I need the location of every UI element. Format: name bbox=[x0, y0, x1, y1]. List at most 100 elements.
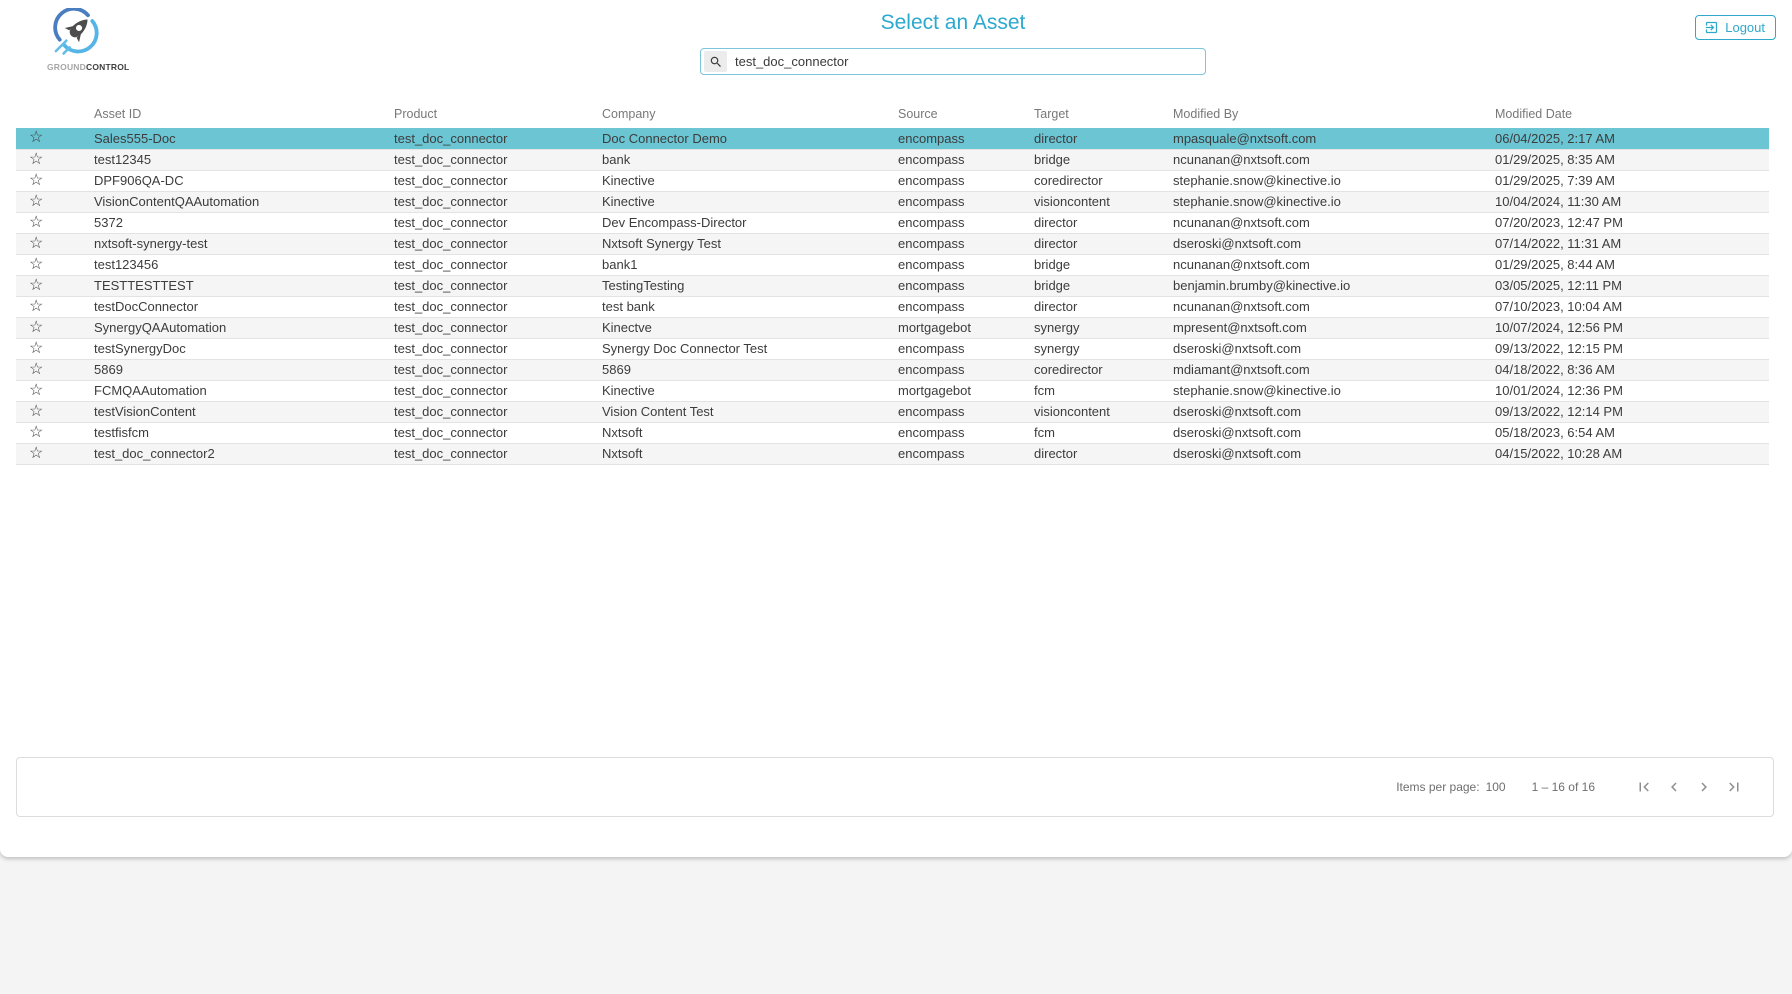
table-row[interactable]: ☆ DPF906QA-DC test_doc_connector Kinecti… bbox=[16, 170, 1769, 192]
cell-source: encompass bbox=[898, 191, 1034, 213]
column-header-product[interactable]: Product bbox=[394, 107, 438, 121]
logout-button[interactable]: Logout bbox=[1695, 15, 1776, 40]
cell-product: test_doc_connector bbox=[394, 212, 602, 234]
table-row[interactable]: ☆ VisionContentQAAutomation test_doc_con… bbox=[16, 191, 1769, 213]
cell-modified-by: ncunanan@nxtsoft.com bbox=[1173, 149, 1495, 171]
table-row[interactable]: ☆ test12345 test_doc_connector bank enco… bbox=[16, 149, 1769, 171]
cell-asset-id: test_doc_connector2 bbox=[94, 443, 394, 465]
cell-modified-date: 09/13/2022, 12:14 PM bbox=[1495, 401, 1769, 423]
star-icon[interactable]: ☆ bbox=[29, 297, 44, 315]
cell-target: coredirector bbox=[1034, 170, 1173, 192]
table-row[interactable]: ☆ testSynergyDoc test_doc_connector Syne… bbox=[16, 338, 1769, 360]
table-row[interactable]: ☆ testDocConnector test_doc_connector te… bbox=[16, 296, 1769, 318]
column-header-asset-id[interactable]: Asset ID bbox=[94, 107, 142, 121]
cell-product: test_doc_connector bbox=[394, 254, 602, 276]
table-row[interactable]: ☆ SynergyQAAutomation test_doc_connector… bbox=[16, 317, 1769, 339]
page-title: Select an Asset bbox=[880, 11, 1026, 34]
star-icon[interactable]: ☆ bbox=[29, 255, 44, 273]
main-card: GROUNDCONTROL Select an Asset Logout Ass… bbox=[0, 0, 1792, 857]
cell-target: synergy bbox=[1034, 317, 1173, 339]
cell-company: Synergy Doc Connector Test bbox=[602, 338, 898, 360]
table-row[interactable]: ☆ test_doc_connector2 test_doc_connector… bbox=[16, 443, 1769, 465]
table-row[interactable]: ☆ 5372 test_doc_connector Dev Encompass-… bbox=[16, 212, 1769, 234]
cell-asset-id: VisionContentQAAutomation bbox=[94, 191, 394, 213]
star-icon[interactable]: ☆ bbox=[29, 360, 44, 378]
cell-source: encompass bbox=[898, 296, 1034, 318]
table-row[interactable]: ☆ nxtsoft-synergy-test test_doc_connecto… bbox=[16, 233, 1769, 255]
cell-modified-date: 07/14/2022, 11:31 AM bbox=[1495, 233, 1769, 255]
cell-company: test bank bbox=[602, 296, 898, 318]
cell-modified-date: 01/29/2025, 7:39 AM bbox=[1495, 170, 1769, 192]
star-icon[interactable]: ☆ bbox=[29, 423, 44, 441]
cell-product: test_doc_connector bbox=[394, 233, 602, 255]
table-row[interactable]: ☆ 5869 test_doc_connector 5869 encompass… bbox=[16, 359, 1769, 381]
paginator: Items per page: 100 1 – 16 of 16 bbox=[16, 756, 1774, 817]
items-per-page-select[interactable]: 100 bbox=[1485, 779, 1506, 794]
table-row[interactable]: ☆ testfisfcm test_doc_connector Nxtsoft … bbox=[16, 422, 1769, 444]
column-header-company[interactable]: Company bbox=[602, 107, 656, 121]
column-header-source[interactable]: Source bbox=[898, 107, 938, 121]
cell-modified-by: ncunanan@nxtsoft.com bbox=[1173, 296, 1495, 318]
table-row[interactable]: ☆ Sales555-Doc test_doc_connector Doc Co… bbox=[16, 128, 1769, 150]
star-icon[interactable]: ☆ bbox=[29, 234, 44, 252]
logo-wordmark: GROUNDCONTROL bbox=[47, 62, 130, 72]
cell-target: bridge bbox=[1034, 149, 1173, 171]
star-icon[interactable]: ☆ bbox=[29, 402, 44, 420]
cell-product: test_doc_connector bbox=[394, 338, 602, 360]
cell-asset-id: 5869 bbox=[94, 359, 394, 381]
first-page-button[interactable] bbox=[1629, 772, 1659, 802]
table-row[interactable]: ☆ test123456 test_doc_connector bank1 en… bbox=[16, 254, 1769, 276]
asset-search bbox=[700, 48, 1206, 75]
cell-modified-by: ncunanan@nxtsoft.com bbox=[1173, 212, 1495, 234]
star-icon[interactable]: ☆ bbox=[29, 213, 44, 231]
page-range-label: 1 – 16 of 16 bbox=[1531, 779, 1595, 794]
table-row[interactable]: ☆ testVisionContent test_doc_connector V… bbox=[16, 401, 1769, 423]
star-icon[interactable]: ☆ bbox=[29, 318, 44, 336]
last-page-button[interactable] bbox=[1719, 772, 1749, 802]
star-icon[interactable]: ☆ bbox=[29, 192, 44, 210]
next-page-button[interactable] bbox=[1689, 772, 1719, 802]
cell-source: mortgagebot bbox=[898, 317, 1034, 339]
column-header-modified-date[interactable]: Modified Date bbox=[1495, 107, 1573, 121]
cell-company: Kinective bbox=[602, 191, 898, 213]
star-icon[interactable]: ☆ bbox=[29, 339, 44, 357]
star-icon[interactable]: ☆ bbox=[29, 150, 44, 168]
cell-modified-by: dseroski@nxtsoft.com bbox=[1173, 401, 1495, 423]
previous-page-button[interactable] bbox=[1659, 772, 1689, 802]
star-icon[interactable]: ☆ bbox=[29, 444, 44, 462]
table-row[interactable]: ☆ TESTTESTTEST test_doc_connector Testin… bbox=[16, 275, 1769, 297]
cell-modified-date: 10/04/2024, 11:30 AM bbox=[1495, 191, 1769, 213]
column-header-target[interactable]: Target bbox=[1034, 107, 1069, 121]
cell-product: test_doc_connector bbox=[394, 191, 602, 213]
star-icon[interactable]: ☆ bbox=[29, 381, 44, 399]
search-icon[interactable] bbox=[704, 51, 727, 72]
star-icon[interactable]: ☆ bbox=[29, 129, 44, 147]
cell-asset-id: testVisionContent bbox=[94, 401, 394, 423]
cell-target: visioncontent bbox=[1034, 401, 1173, 423]
cell-modified-by: ncunanan@nxtsoft.com bbox=[1173, 254, 1495, 276]
cell-modified-by: dseroski@nxtsoft.com bbox=[1173, 443, 1495, 465]
cell-modified-by: stephanie.snow@kinective.io bbox=[1173, 191, 1495, 213]
cell-asset-id: test123456 bbox=[94, 254, 394, 276]
search-input[interactable] bbox=[727, 49, 1205, 74]
cell-source: encompass bbox=[898, 401, 1034, 423]
table-row[interactable]: ☆ FCMQAAutomation test_doc_connector Kin… bbox=[16, 380, 1769, 402]
header-center: Select an Asset bbox=[700, 0, 1206, 75]
star-icon[interactable]: ☆ bbox=[29, 276, 44, 294]
cell-source: encompass bbox=[898, 170, 1034, 192]
cell-company: Nxtsoft bbox=[602, 443, 898, 465]
cell-product: test_doc_connector bbox=[394, 275, 602, 297]
star-icon[interactable]: ☆ bbox=[29, 171, 44, 189]
cell-product: test_doc_connector bbox=[394, 359, 602, 381]
cell-modified-date: 10/07/2024, 12:56 PM bbox=[1495, 317, 1769, 339]
cell-company: Dev Encompass-Director bbox=[602, 212, 898, 234]
column-header-modified-by[interactable]: Modified By bbox=[1173, 107, 1239, 121]
cell-modified-date: 04/18/2022, 8:36 AM bbox=[1495, 359, 1769, 381]
cell-asset-id: FCMQAAutomation bbox=[94, 380, 394, 402]
cell-company: bank1 bbox=[602, 254, 898, 276]
cell-target: director bbox=[1034, 233, 1173, 255]
cell-product: test_doc_connector bbox=[394, 422, 602, 444]
cell-modified-date: 03/05/2025, 12:11 PM bbox=[1495, 275, 1769, 297]
cell-modified-by: stephanie.snow@kinective.io bbox=[1173, 380, 1495, 402]
cell-modified-date: 05/18/2023, 6:54 AM bbox=[1495, 422, 1769, 444]
